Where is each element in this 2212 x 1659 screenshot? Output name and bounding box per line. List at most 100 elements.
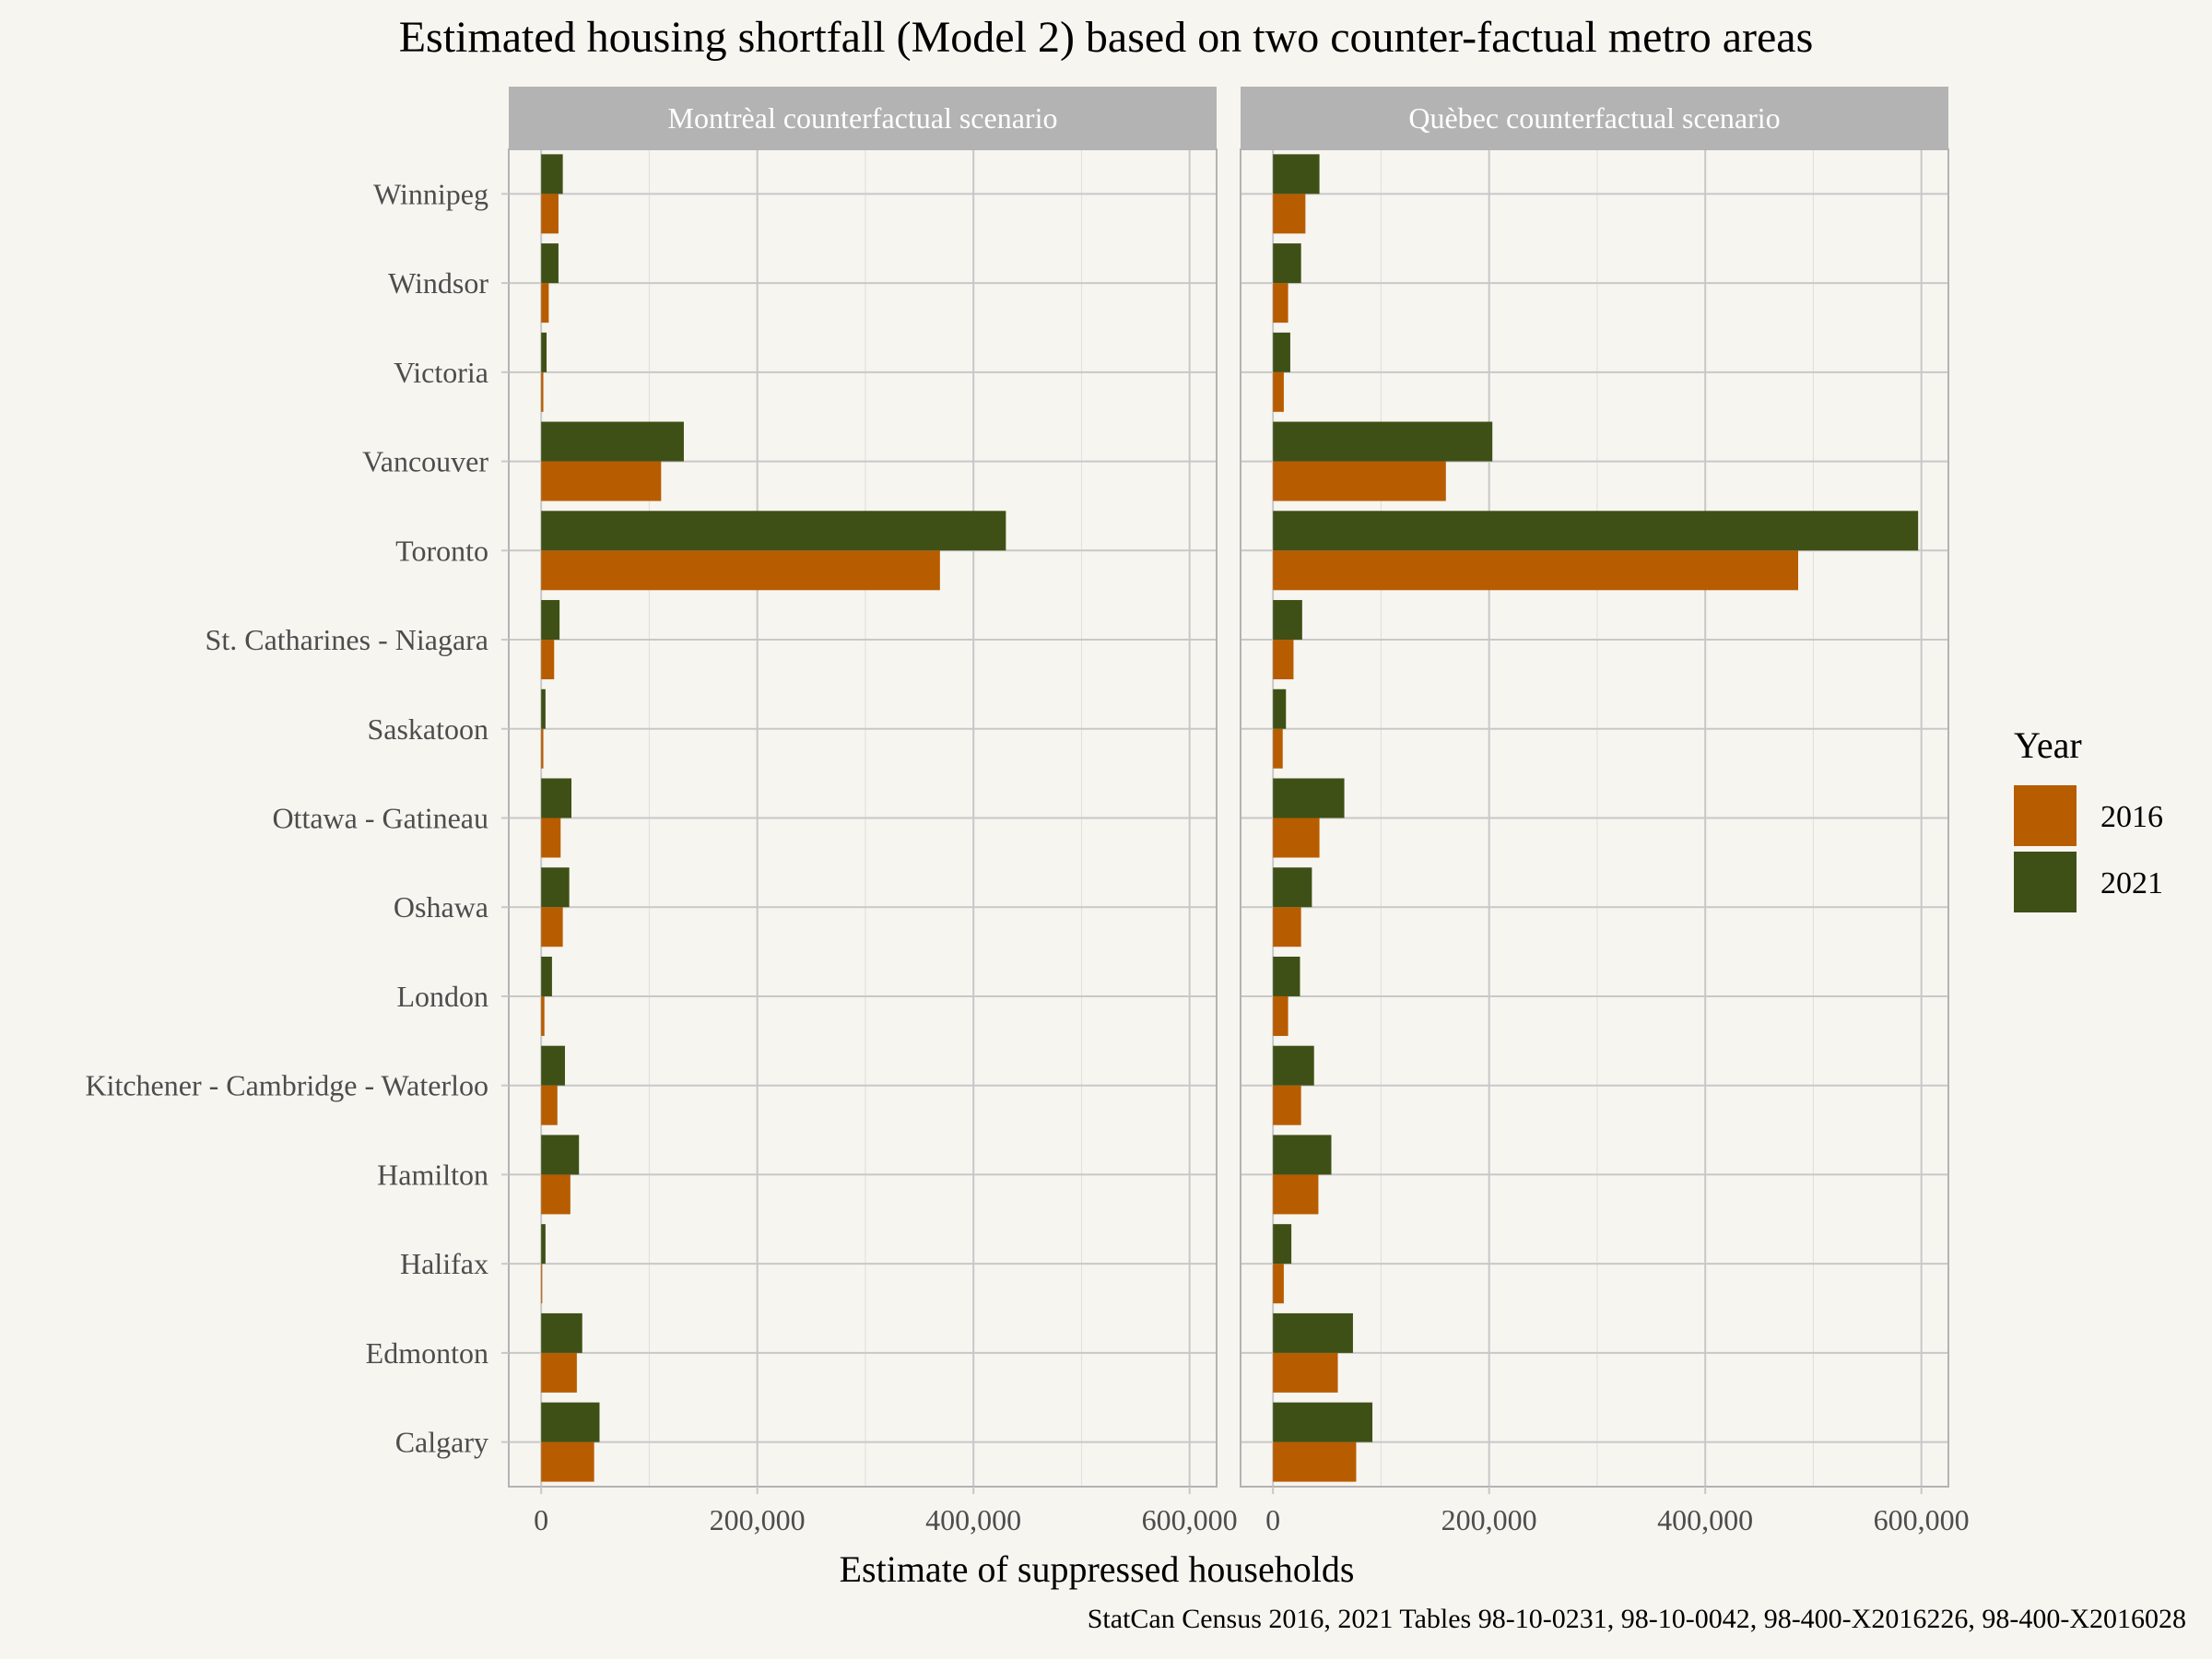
y-tick-label: Halifax — [400, 1247, 488, 1280]
x-tick-label: 200,000 — [710, 1503, 806, 1536]
bar-2016 — [1273, 194, 1306, 234]
x-tick-label: 400,000 — [1657, 1503, 1753, 1536]
bar-2021 — [1273, 1135, 1332, 1175]
y-tick-label: Calgary — [395, 1426, 488, 1459]
x-tick-label: 600,000 — [1142, 1503, 1238, 1536]
bar-2016 — [1273, 283, 1288, 324]
bar-2021 — [1273, 332, 1290, 372]
y-tick-label: Hamilton — [377, 1158, 488, 1191]
legend-swatch-2016 — [2014, 785, 2077, 846]
bar-2016 — [541, 1174, 571, 1215]
bar-2021 — [541, 1312, 582, 1353]
bar-2021 — [541, 688, 546, 729]
bar-2021 — [541, 511, 1006, 551]
bar-2021 — [1273, 1312, 1353, 1353]
y-tick-label: Victoria — [394, 356, 488, 389]
legend: Year 2016 2021 — [2014, 724, 2163, 912]
x-tick-label: 0 — [1265, 1503, 1280, 1536]
panel-strip-title: Montrèal counterfactual scenario — [668, 101, 1058, 135]
y-tick-label: Saskatoon — [367, 712, 488, 746]
bar-2016 — [541, 1264, 543, 1304]
bar-2021 — [1273, 600, 1302, 641]
panel-2: Quèbec counterfactual scenario 0 200,000 40… — [1240, 87, 1970, 1536]
bar-2016 — [1273, 907, 1301, 947]
legend-label: 2021 — [2100, 866, 2163, 900]
bar-2016 — [1273, 728, 1283, 769]
bar-2021 — [1273, 511, 1919, 551]
bar-2016 — [541, 907, 563, 947]
bar-2021 — [1273, 778, 1345, 818]
bar-2021 — [541, 332, 547, 372]
bar-2016 — [541, 194, 559, 234]
bar-2021 — [1273, 1224, 1292, 1265]
bar-2021 — [541, 154, 563, 194]
bar-2016 — [541, 461, 662, 501]
bar-2016 — [541, 1085, 558, 1125]
legend-title: Year — [2014, 724, 2082, 766]
bar-2016 — [1273, 371, 1284, 412]
y-axis-labels: Winnipeg Windsor Victoria Vancouver Toronto S… — [85, 177, 509, 1459]
legend-label: 2016 — [2100, 800, 2163, 834]
bar-2021 — [1273, 421, 1493, 462]
bar-2021 — [541, 1224, 546, 1265]
x-tick-label: 600,000 — [1874, 1503, 1970, 1536]
bar-2021 — [1273, 956, 1300, 996]
x-tick-label: 0 — [534, 1503, 548, 1536]
bar-2021 — [1273, 154, 1320, 194]
bar-2016 — [1273, 1352, 1338, 1393]
chart-caption: StatCan Census 2016, 2021 Tables 98-10-0… — [1088, 1604, 2186, 1634]
bar-2016 — [541, 728, 544, 769]
bar-2021 — [1273, 867, 1312, 908]
bar-2021 — [541, 778, 572, 818]
bar-2016 — [541, 818, 561, 858]
y-tick-label: Vancouver — [362, 445, 488, 478]
bar-2021 — [1273, 1045, 1314, 1086]
x-tick-label: 400,000 — [925, 1503, 1021, 1536]
bar-2016 — [541, 371, 544, 412]
y-tick-label: Toronto — [395, 534, 488, 567]
bar-2016 — [1273, 640, 1294, 680]
bar-2016 — [541, 550, 940, 591]
bar-2016 — [1273, 461, 1446, 501]
bar-2021 — [541, 243, 559, 284]
bar-2021 — [1273, 1402, 1373, 1442]
bar-2021 — [1273, 688, 1287, 729]
y-tick-label: Windsor — [388, 266, 488, 300]
panel-strip — [509, 87, 1217, 149]
x-tick-label: 200,000 — [1441, 1503, 1537, 1536]
y-tick-label: Ottawa - Gatineau — [272, 802, 488, 835]
bar-2016 — [1273, 1174, 1319, 1215]
bar-2016 — [1273, 818, 1320, 858]
bar-2021 — [541, 600, 560, 641]
legend-swatch-2021 — [2014, 852, 2077, 912]
bar-2021 — [1273, 243, 1301, 284]
bar-2016 — [541, 1441, 594, 1482]
x-axis-title: Estimate of suppressed households — [840, 1548, 1355, 1590]
chart-title: Estimated housing shortfall (Model 2) ba… — [399, 13, 1814, 62]
bar-2016 — [541, 1352, 577, 1393]
y-tick-label: Winnipeg — [373, 177, 488, 210]
bar-2021 — [541, 1135, 580, 1175]
bar-2021 — [541, 421, 684, 462]
bar-2016 — [1273, 550, 1799, 591]
bar-2016 — [1273, 1085, 1301, 1125]
bar-2021 — [541, 1045, 565, 1086]
plot-layer: Montrèal counterfactual scenario 0 200,000… — [508, 87, 1970, 1536]
bar-2021 — [541, 1402, 600, 1442]
y-tick-label: St. Catharines - Niagara — [206, 623, 488, 656]
panel-strip-title: Quèbec counterfactual scenario — [1408, 101, 1780, 135]
bar-2021 — [541, 867, 570, 908]
y-tick-label: Edmonton — [366, 1336, 488, 1370]
bar-2016 — [1273, 995, 1288, 1036]
panel-strip — [1241, 87, 1948, 149]
panel-1: Montrèal counterfactual scenario 0 200,000… — [508, 87, 1238, 1536]
bar-2021 — [541, 956, 552, 996]
y-tick-label: Oshawa — [394, 890, 488, 924]
panel-border — [1240, 148, 1949, 1488]
bar-2016 — [1273, 1441, 1357, 1482]
y-tick-label: Kitchener - Cambridge - Waterloo — [85, 1069, 488, 1102]
y-tick-label: London — [396, 980, 488, 1013]
bar-2016 — [541, 640, 555, 680]
